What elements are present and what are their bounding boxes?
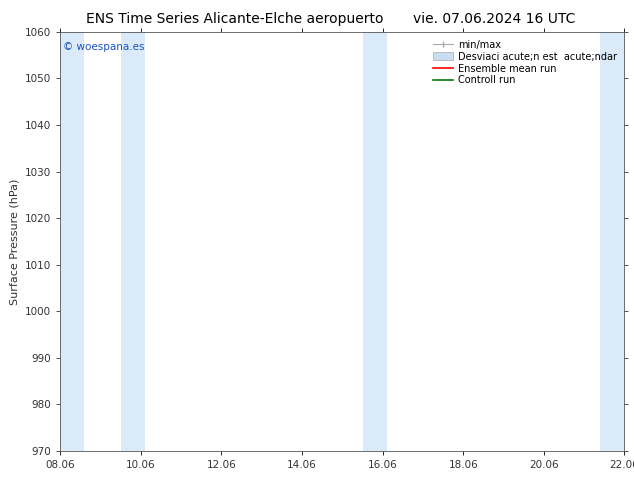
Legend: min/max, Desviaci acute;n est  acute;ndar, Ensemble mean run, Controll run: min/max, Desviaci acute;n est acute;ndar… (430, 37, 619, 88)
Bar (363, 32, 387, 451)
Text: ENS Time Series Alicante-Elche aeropuerto: ENS Time Series Alicante-Elche aeropuert… (86, 12, 384, 26)
Text: vie. 07.06.2024 16 UTC: vie. 07.06.2024 16 UTC (413, 12, 576, 26)
Bar (58, 32, 84, 451)
Bar (600, 32, 626, 451)
Bar (120, 32, 145, 451)
Text: © woespana.es: © woespana.es (63, 42, 145, 52)
Y-axis label: Surface Pressure (hPa): Surface Pressure (hPa) (10, 178, 20, 304)
